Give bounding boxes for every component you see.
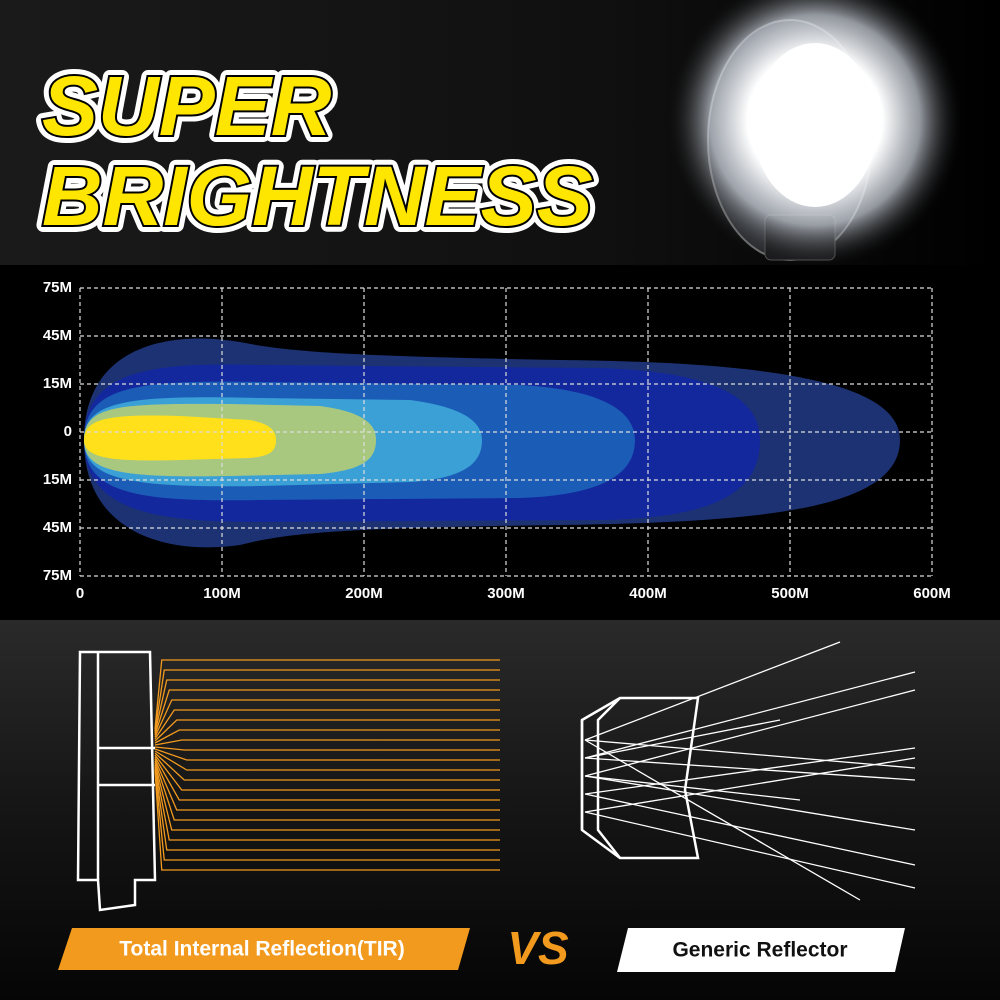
tir-ray xyxy=(154,768,500,861)
reflector-diagram xyxy=(580,696,700,860)
tir-ray xyxy=(154,754,500,791)
y-tick-label: 45M xyxy=(43,327,72,344)
reflector-ray xyxy=(584,775,916,831)
y-tick-label: 15M xyxy=(43,375,72,392)
lamp-image xyxy=(665,0,965,270)
x-tick-label: 100M xyxy=(203,585,241,602)
tir-rays xyxy=(154,659,500,871)
reflector-ray xyxy=(584,757,916,781)
y-tick-label: 45M xyxy=(43,519,72,536)
tir-ray xyxy=(154,669,500,732)
y-tick-label: 15M xyxy=(43,471,72,488)
reflector-ray xyxy=(584,747,916,795)
tir-ray xyxy=(154,739,500,746)
tir-ray xyxy=(154,659,500,730)
generic-label: Generic Reflector xyxy=(672,939,847,962)
tir-ray xyxy=(154,760,500,821)
title-line: BRIGHTNESS xyxy=(42,149,593,243)
x-tick-label: 0 xyxy=(76,585,84,602)
x-tick-label: 200M xyxy=(345,585,383,602)
tir-ray xyxy=(154,729,500,744)
tir-ray xyxy=(154,709,500,740)
reflector-ray xyxy=(584,793,916,866)
reflector-ray xyxy=(584,811,916,889)
tir-ray xyxy=(154,758,500,811)
tir-ray xyxy=(154,719,500,742)
tir-ray xyxy=(154,752,500,781)
x-tick-label: 500M xyxy=(771,585,809,602)
x-tick-label: 400M xyxy=(629,585,667,602)
title-outline: BRIGHTNESS xyxy=(42,149,593,243)
reflector-ray xyxy=(584,671,916,759)
tir-ray xyxy=(154,766,500,851)
tir-label: Total Internal Reflection(TIR) xyxy=(119,938,404,961)
vs-label: VS xyxy=(507,922,569,974)
tir-ray xyxy=(154,699,500,738)
reflector-ray xyxy=(584,739,916,769)
tir-ray xyxy=(154,756,500,801)
tir-diagram xyxy=(76,650,157,912)
x-tick-label: 600M xyxy=(913,585,951,602)
tir-ray xyxy=(154,679,500,734)
title-line: SUPER xyxy=(42,59,332,153)
tir-ray xyxy=(154,748,500,761)
reflector-ray xyxy=(584,719,781,759)
x-tick-label: 300M xyxy=(487,585,525,602)
tir-label-bg xyxy=(58,928,470,970)
tir-ray xyxy=(154,689,500,736)
title-outline: SUPER xyxy=(42,59,332,153)
reflector-ray xyxy=(584,739,861,901)
tir-ray xyxy=(154,770,500,871)
reflector-ray xyxy=(584,775,801,801)
reflector-rays xyxy=(584,641,916,901)
tir-ray xyxy=(154,750,500,771)
tir-ray xyxy=(154,746,500,751)
tir-ray xyxy=(154,764,500,841)
generic-label-bg xyxy=(617,928,905,972)
reflector-ray xyxy=(584,641,841,741)
y-tick-label: 0 xyxy=(64,423,72,440)
y-tick-label: 75M xyxy=(43,279,72,296)
reflector-ray xyxy=(584,757,916,813)
y-tick-label: 75M xyxy=(43,567,72,584)
tir-ray xyxy=(154,762,500,831)
